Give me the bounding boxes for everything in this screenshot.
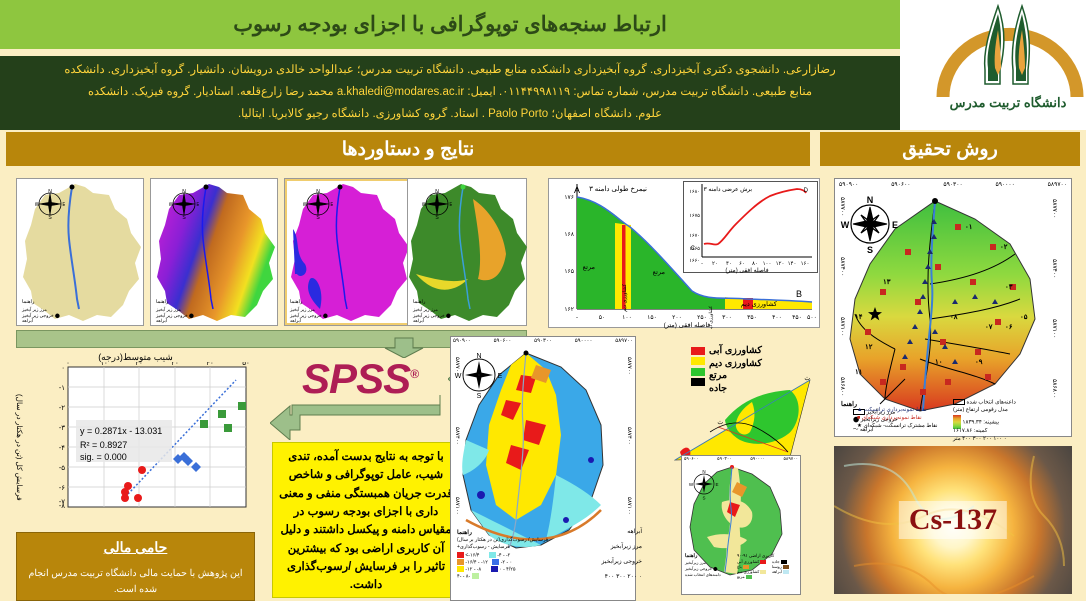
svg-text:۱۵۰: ۱۵۰ (647, 315, 657, 321)
svg-text:sig. = 0.000: sig. = 0.000 (80, 452, 127, 462)
svg-text:۴۰۰: ۴۰۰ (772, 315, 782, 321)
svg-text:S: S (48, 215, 52, 219)
svg-text:A: A (574, 185, 580, 195)
svg-text:۳۰۰: ۳۰۰ (722, 315, 732, 321)
svg-text:W: W (303, 202, 308, 208)
svg-text:۰: ۰ (61, 365, 65, 372)
svg-text:۱۶۵: ۱۶۵ (564, 269, 574, 275)
svg-text:E: E (892, 220, 898, 230)
svg-text:کشاورزی دیم: کشاورزی دیم (741, 300, 778, 308)
svg-text:۵۰: ۵۰ (242, 362, 250, 367)
svg-text:۵۰۰: ۵۰۰ (807, 315, 817, 321)
svg-text:N: N (182, 189, 186, 195)
svg-text:-۱: -۱ (59, 385, 65, 392)
svg-text:۸۰: ۸۰ (752, 261, 758, 267)
svg-text:N: N (48, 189, 52, 195)
svg-text:B: B (796, 289, 802, 299)
svg-text:-۴: -۴ (59, 445, 65, 452)
svg-text:۱۴۰: ۱۴۰ (788, 261, 797, 267)
svg-text:N: N (476, 353, 481, 360)
svg-text:E: E (330, 202, 333, 208)
svg-text:D: D (804, 188, 809, 194)
svg-text:۱۶۰: ۱۶۰ (801, 261, 810, 267)
svg-text:-: - (701, 261, 703, 267)
svg-text:۱۰۰: ۱۰۰ (763, 261, 772, 267)
svg-text:-۶: -۶ (59, 485, 65, 492)
svg-text:۱۰: ۱۰ (935, 359, 943, 366)
svg-text:W: W (422, 202, 427, 208)
svg-text:۱۴: ۱۴ (855, 314, 863, 321)
svg-text:۰۳: ۰۳ (1005, 284, 1013, 291)
svg-text:W: W (689, 482, 694, 487)
svg-text:۴۰: ۴۰ (726, 261, 732, 267)
svg-text:۰۲: ۰۲ (1000, 244, 1008, 251)
svg-text:۱۶۲: ۱۶۲ (564, 307, 574, 313)
svg-text:S: S (316, 215, 320, 219)
svg-text:S: S (702, 496, 705, 501)
svg-text:۱۶۷۵: ۱۶۷۵ (689, 213, 700, 219)
svg-text:۱۶۶۰: ۱۶۶۰ (689, 258, 700, 264)
svg-text:W: W (35, 202, 40, 208)
svg-text:E: E (62, 202, 65, 208)
svg-text:E: E (498, 373, 503, 380)
svg-text:برش عرضی دامنه ۳: برش عرضی دامنه ۳ (704, 186, 753, 193)
svg-text:۵۰: ۵۰ (599, 315, 605, 321)
svg-text:E: E (449, 202, 452, 208)
svg-text:W: W (841, 220, 850, 230)
svg-text:فاصله افقی (متر): فاصله افقی (متر) (664, 321, 711, 329)
svg-text:۶۰: ۶۰ (739, 261, 745, 267)
svg-text:۱۲۰: ۱۲۰ (776, 261, 785, 267)
svg-text:۰۱: ۰۱ (965, 224, 973, 231)
svg-text:۱۶۷۰: ۱۶۷۰ (689, 233, 700, 239)
svg-text:S: S (435, 215, 439, 219)
svg-text:فاصله افقی (متر): فاصله افقی (متر) (725, 267, 768, 274)
svg-text:N: N (316, 189, 320, 195)
svg-text:۲۰: ۲۰ (712, 261, 718, 267)
svg-text:۱۷۶: ۱۷۶ (564, 195, 574, 201)
svg-text:W: W (169, 202, 174, 208)
svg-text:۲۵۰: ۲۵۰ (697, 315, 707, 321)
svg-text:کشاورزی دیم: کشاورزی دیم (622, 283, 628, 311)
svg-text:۴۰: ۴۰ (206, 362, 214, 367)
svg-text:N: N (702, 469, 705, 474)
svg-text:۰۶: ۰۶ (1005, 324, 1013, 331)
svg-text:E: E (715, 482, 718, 487)
svg-text:-۵: -۵ (59, 465, 65, 472)
svg-text:۱۶۶۵: ۱۶۶۵ (689, 246, 700, 252)
svg-text:۱۰: ۱۰ (100, 362, 108, 367)
svg-text:R² = 0.8927: R² = 0.8927 (80, 440, 127, 450)
svg-text:ث: ث (717, 420, 723, 426)
svg-text:N: N (867, 195, 874, 205)
svg-text:-۲: -۲ (59, 405, 65, 412)
svg-text:نیمرخ طولی دامنه ۳: نیمرخ طولی دامنه ۳ (589, 185, 647, 193)
svg-text:۰۵: ۰۵ (1020, 314, 1028, 321)
svg-text:۱۳: ۱۳ (883, 279, 891, 286)
svg-text:۰۷: ۰۷ (985, 324, 993, 331)
svg-text:y = 0.2871x - 13.031: y = 0.2871x - 13.031 (80, 426, 162, 436)
svg-text:۲۰: ۲۰ (135, 362, 143, 367)
svg-text:مرتع: مرتع (583, 264, 596, 271)
svg-text:۰: ۰ (66, 362, 70, 367)
svg-text:مرتع: مرتع (653, 269, 666, 276)
svg-text:-: - (576, 315, 578, 321)
svg-text:۱۶۸: ۱۶۸ (564, 232, 574, 238)
svg-text:۱۱: ۱۱ (855, 369, 863, 376)
svg-text:S: S (867, 245, 873, 255)
svg-text:۰۸: ۰۸ (950, 314, 958, 321)
svg-text:۱۶۸۰: ۱۶۸۰ (689, 189, 700, 195)
svg-text:S: S (477, 393, 482, 400)
svg-text:۳۵۰: ۳۵۰ (747, 315, 757, 321)
svg-text:-۳: -۳ (59, 425, 65, 432)
svg-text:۴۵۰: ۴۵۰ (792, 315, 802, 321)
svg-text:N: N (435, 189, 439, 195)
svg-text:۰۹: ۰۹ (975, 359, 983, 366)
svg-text:۲۰۰: ۲۰۰ (672, 315, 682, 321)
svg-text:E: E (196, 202, 199, 208)
svg-text:-۸: -۸ (59, 503, 65, 510)
svg-text:S: S (182, 215, 186, 219)
svg-text:ث: ث (804, 376, 810, 382)
svg-text:۱۲: ۱۲ (865, 344, 873, 351)
svg-text:۱۰۰: ۱۰۰ (622, 315, 632, 321)
svg-text:۳۰: ۳۰ (171, 362, 179, 367)
